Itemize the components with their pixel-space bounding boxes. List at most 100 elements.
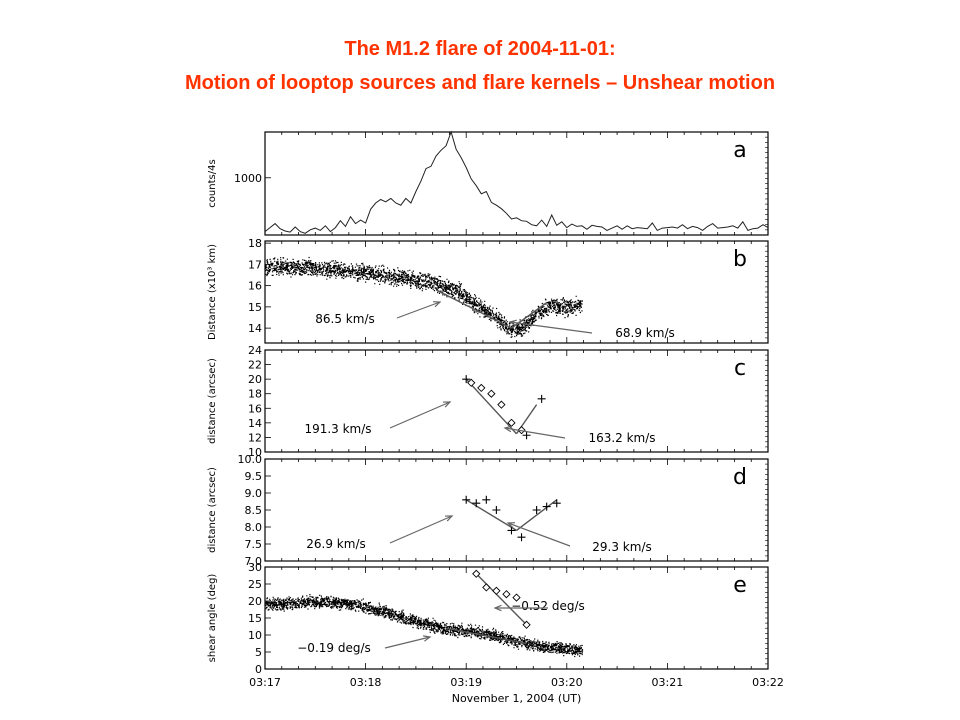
x-axis-label: November 1, 2004 (UT) <box>452 692 582 705</box>
panel-e-diamond-point <box>482 583 491 592</box>
panel-d-ytick-label: 9.5 <box>245 470 263 483</box>
panel-e-arrow-2 <box>384 636 431 649</box>
panel-b-scatter-cloud <box>265 256 583 338</box>
panel-c-diamond-point <box>487 389 496 398</box>
panel-e-ytick-label: 5 <box>255 646 262 659</box>
panel-d-ytick-label: 10.0 <box>238 453 263 466</box>
panel-c-letter: c <box>734 356 746 381</box>
panel-c-arrow-2 <box>504 427 566 439</box>
panel-d-plus-point <box>552 499 561 508</box>
panel-b-arrow-1 <box>396 301 441 319</box>
panel-d-plus-point <box>542 502 551 511</box>
panel-b-rate-label-1: 86.5 km/s <box>315 312 374 326</box>
panel-c-diamond-point <box>497 400 506 409</box>
panel-d-plus-point <box>517 533 526 542</box>
panel-e-arrowhead-1 <box>493 604 502 612</box>
panel-c-diamond-point <box>467 378 476 387</box>
panel-b-fit-line-2 <box>511 302 548 329</box>
panel-c-ylabel: distance (arcsec) <box>207 358 218 444</box>
panel-e-rate-label-1: −0.52 deg/s <box>511 599 585 613</box>
panel-e-diamond-point <box>472 569 481 578</box>
panel-e-arrowhead-2 <box>422 635 432 642</box>
panel-c-rate-label-1: 191.3 km/s <box>304 422 371 436</box>
panel-b-ytick-label: 16 <box>248 280 262 293</box>
panel-e-ytick-label: 20 <box>248 595 262 608</box>
panel-d-plus-point <box>507 526 516 535</box>
x-tick-label: 03:19 <box>450 676 482 689</box>
panel-c-fit-line-1 <box>465 378 518 435</box>
panel-b-rate-label-2: 68.9 km/s <box>615 326 674 340</box>
panel-d-plus-point <box>462 495 471 504</box>
panel-c-ytick-label: 16 <box>248 402 262 415</box>
panel-e-ytick-label: 30 <box>248 561 262 574</box>
panel-a-frame <box>264 131 769 236</box>
panel-d-letter: d <box>733 465 747 490</box>
panel-e-ylabel: shear angle (deg) <box>207 574 218 663</box>
panel-d-ytick-label: 8.0 <box>245 521 263 534</box>
panel-b-fit-line-1 <box>435 289 512 329</box>
panel-d-ylabel: distance (arcsec) <box>207 467 218 553</box>
panel-e-fit-line-2 <box>445 627 527 645</box>
panel-e-diamond-point <box>502 590 511 599</box>
panel-e-fit-line-1 <box>475 573 528 626</box>
panel-b-letter: b <box>733 247 747 272</box>
panel-c-arrow-1 <box>389 401 451 429</box>
panel-b-arrow-2 <box>509 321 593 334</box>
panel-b-ytick-label: 14 <box>248 322 262 335</box>
panel-c-ytick-label: 10 <box>248 446 262 459</box>
panel-c-ytick-label: 20 <box>248 373 262 386</box>
panel-c-ytick-label: 12 <box>248 431 262 444</box>
panel-b-arrowhead-2 <box>508 319 517 327</box>
panel-d-plus-point <box>482 495 491 504</box>
x-tick-label: 03:20 <box>551 676 583 689</box>
panel-b-ytick-label: 18 <box>248 237 262 250</box>
panel-d-plus-point <box>492 506 501 514</box>
panel-d-ytick-label: 7.0 <box>245 555 263 568</box>
panel-a-letter: a <box>733 138 746 163</box>
panel-c-plus-point <box>537 394 546 403</box>
panel-d-arrowhead-2 <box>506 522 516 529</box>
panel-e-ytick-label: 25 <box>248 578 262 591</box>
panel-c-ytick-label: 18 <box>248 388 262 401</box>
panel-b-ytick-label: 17 <box>248 258 262 271</box>
x-tick-label: 03:21 <box>652 676 684 689</box>
panel-c-ytick-label: 14 <box>248 417 262 430</box>
panel-a-ytick-label: 1000 <box>234 172 262 185</box>
x-tick-label: 03:22 <box>752 676 784 689</box>
panel-e-ytick-label: 0 <box>255 663 262 676</box>
panel-c-diamond-point <box>517 426 526 435</box>
panel-c-arrowhead-2 <box>503 425 512 433</box>
panel-b-ytick-label: 15 <box>248 301 262 314</box>
panel-d-fit-line-2 <box>516 499 558 531</box>
panel-d-rate-label-1: 26.9 km/s <box>306 537 365 551</box>
panel-d-plus-point <box>472 499 481 508</box>
panel-d-arrow-1 <box>389 515 453 544</box>
panel-c-frame <box>264 349 769 453</box>
panel-d-ytick-label: 9.0 <box>245 487 263 500</box>
panel-b-ylabel: Distance (x10³ km) <box>207 244 218 340</box>
panel-d-fit-line-1 <box>465 499 517 531</box>
panel-d-arrowhead-1 <box>444 515 454 522</box>
panel-c-diamond-point <box>477 383 486 393</box>
panel-e-ytick-label: 15 <box>248 612 262 625</box>
panel-e-rate-label-2: −0.19 deg/s <box>297 641 371 655</box>
panel-d-rate-label-2: 29.3 km/s <box>592 540 651 554</box>
panel-c-ytick-label: 24 <box>248 344 262 357</box>
panel-c-rate-label-2: 163.2 km/s <box>588 431 655 445</box>
panel-c-plus-point <box>462 375 471 384</box>
panel-d-ytick-label: 7.5 <box>245 538 263 551</box>
panel-e-diamond-point <box>512 593 521 602</box>
panel-e-scatter-cloud <box>265 594 584 658</box>
panel-b-arrowhead-1 <box>432 301 442 308</box>
panel-c-ytick-label: 22 <box>248 359 262 372</box>
panel-e-letter: e <box>733 573 747 598</box>
panel-d-plus-point <box>532 506 541 514</box>
panel-c-arrowhead-1 <box>442 401 452 408</box>
x-tick-label: 03:18 <box>350 676 382 689</box>
figure-title-line-2: Motion of looptop sources and flare kern… <box>184 72 776 94</box>
panel-d-arrow-2 <box>507 522 571 547</box>
panel-d-ytick-label: 8.5 <box>245 504 263 517</box>
panel-e-ytick-label: 10 <box>248 629 262 642</box>
panel-e-diamond-point <box>522 620 531 629</box>
